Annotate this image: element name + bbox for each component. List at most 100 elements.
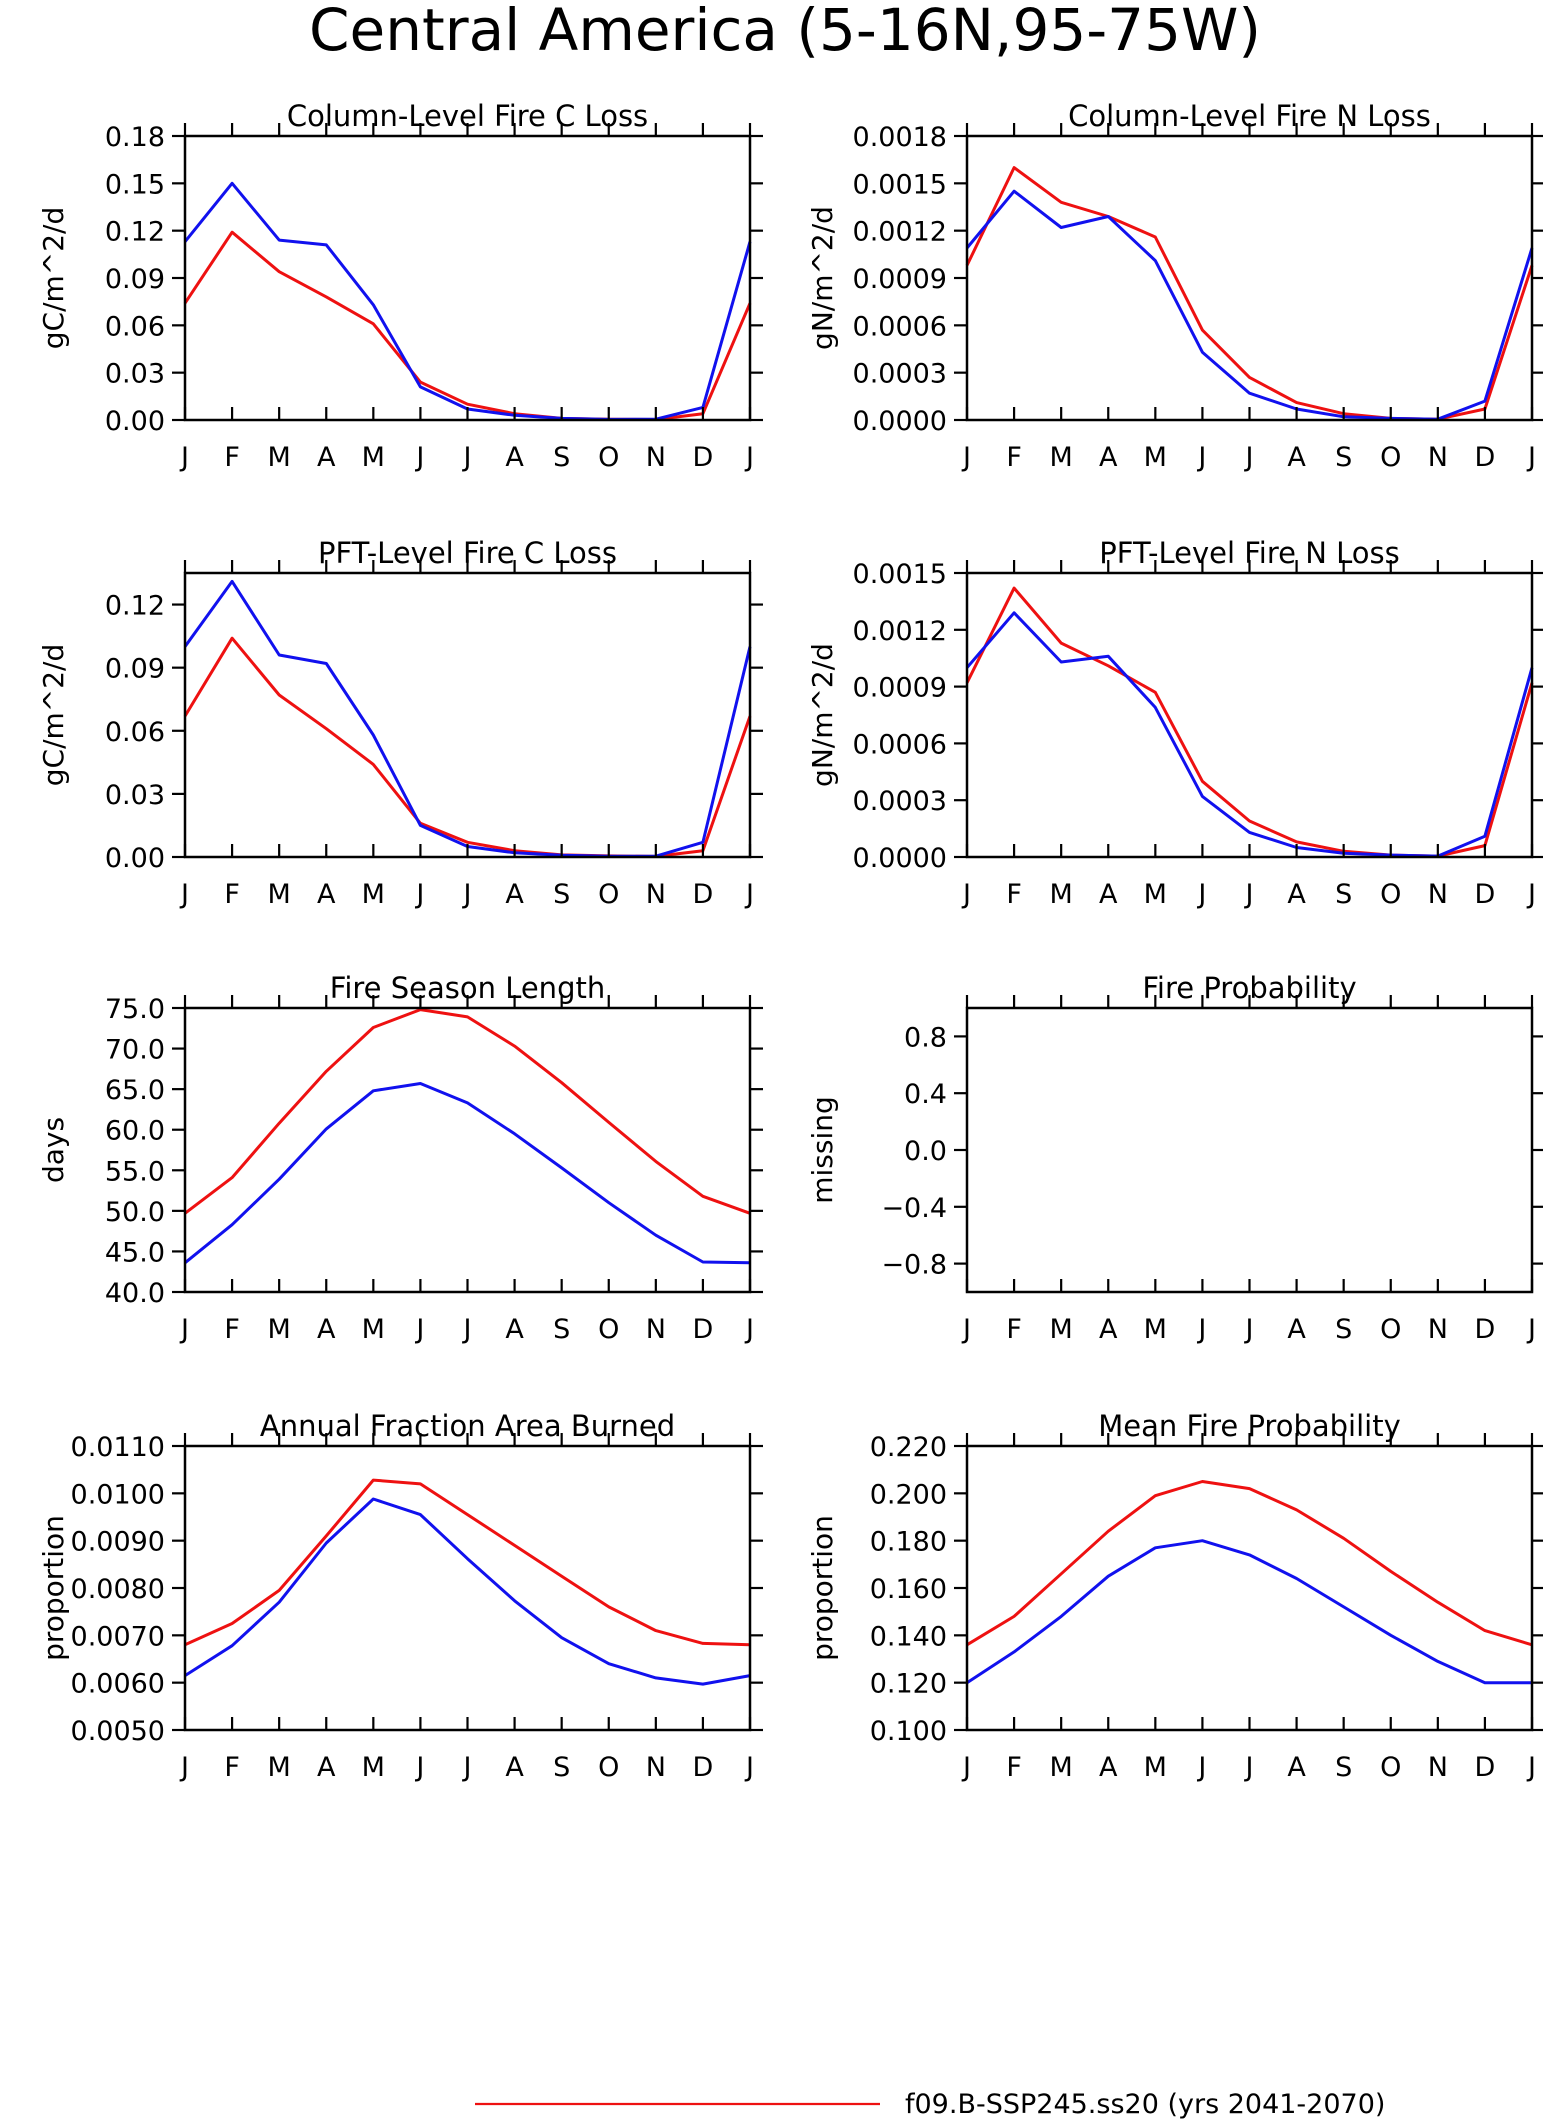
x-tick-label: N [646, 1314, 666, 1345]
x-tick-label: M [1144, 442, 1167, 473]
x-tick-label: O [1380, 879, 1401, 910]
y-tick-label: 0.0006 [853, 729, 947, 760]
y-tick-label: 0.0 [904, 1136, 947, 1167]
y-tick-label: 0.0090 [71, 1527, 165, 1558]
y-axis-label: proportion [806, 1515, 839, 1661]
x-tick-label: J [1244, 1314, 1254, 1345]
x-tick-label: M [362, 1752, 385, 1783]
y-tick-label: 0.160 [870, 1574, 947, 1605]
x-tick-label: F [224, 1752, 240, 1783]
x-tick-label: A [1099, 1314, 1118, 1345]
x-tick-label: J [1526, 1314, 1536, 1345]
x-tick-label: A [1099, 442, 1118, 473]
x-tick-label: D [693, 1752, 714, 1783]
x-tick-label: J [179, 879, 189, 910]
x-tick-label: A [1287, 1752, 1306, 1783]
x-tick-label: S [1335, 1752, 1352, 1783]
y-tick-label: 0.00 [105, 406, 165, 437]
x-tick-label: J [1526, 879, 1536, 910]
x-tick-label: A [1287, 442, 1306, 473]
y-tick-label: 0.120 [870, 1669, 947, 1700]
x-tick-label: S [1335, 879, 1352, 910]
y-tick-label: 0.200 [870, 1479, 947, 1510]
series-line-blue [183, 579, 752, 858]
x-tick-label: S [553, 442, 570, 473]
y-axis-label: gC/m^2/d [37, 644, 70, 787]
y-tick-label: 0.4 [904, 1079, 947, 1110]
x-tick-label: M [1050, 1752, 1073, 1783]
x-tick-label: N [646, 442, 666, 473]
x-tick-label: J [462, 1314, 472, 1345]
x-tick-label: J [961, 442, 971, 473]
y-tick-label: 0.0110 [71, 1432, 165, 1463]
series-line-blue [965, 189, 1534, 421]
y-axis-label: missing [806, 1096, 839, 1204]
x-tick-label: M [268, 1752, 291, 1783]
x-tick-label: M [1050, 442, 1073, 473]
y-tick-label: 0.0006 [853, 311, 947, 342]
x-tick-label: A [1287, 1314, 1306, 1345]
y-tick-label: 0.06 [105, 311, 165, 342]
x-tick-label: N [1428, 1314, 1448, 1345]
x-tick-label: M [1050, 879, 1073, 910]
x-tick-label: D [1475, 879, 1496, 910]
x-tick-label: M [1144, 1314, 1167, 1345]
y-tick-label: 0.00 [105, 843, 165, 874]
y-tick-label: 60.0 [105, 1116, 165, 1147]
x-tick-label: J [744, 879, 754, 910]
x-tick-label: O [598, 1314, 619, 1345]
x-tick-label: A [1099, 879, 1118, 910]
series-line-blue [966, 1539, 1532, 1685]
plot-frame [183, 1006, 752, 1294]
x-tick-label: J [961, 1752, 971, 1783]
x-tick-label: J [414, 1752, 424, 1783]
series-line-blue [184, 1497, 751, 1686]
plot-frame [183, 571, 752, 859]
x-tick-label: J [744, 1752, 754, 1783]
x-tick-label: A [505, 1752, 524, 1783]
figure-title: Central America (5-16N,95-75W) [309, 0, 1261, 64]
x-tick-label: J [414, 1314, 424, 1345]
x-tick-label: F [1006, 879, 1022, 910]
x-tick-label: A [505, 879, 524, 910]
y-tick-label: 0.0080 [71, 1574, 165, 1605]
x-tick-label: A [317, 1752, 336, 1783]
x-tick-label: N [646, 1752, 666, 1783]
x-tick-label: J [462, 442, 472, 473]
x-tick-label: M [362, 879, 385, 910]
series-line-blue [183, 181, 752, 421]
x-tick-label: O [598, 442, 619, 473]
x-tick-label: J [1244, 442, 1254, 473]
x-tick-label: S [1335, 1314, 1352, 1345]
x-tick-label: J [961, 1314, 971, 1345]
y-tick-label: 50.0 [105, 1197, 165, 1228]
y-axis-label: days [37, 1117, 70, 1183]
series-line-red [965, 166, 1534, 421]
series-line-blue [184, 1082, 751, 1265]
x-tick-label: A [317, 442, 336, 473]
x-tick-label: J [1196, 879, 1206, 910]
x-tick-label: S [553, 879, 570, 910]
y-tick-label: 70.0 [105, 1035, 165, 1066]
x-tick-label: M [362, 1314, 385, 1345]
y-axis-label: gN/m^2/d [806, 643, 839, 787]
x-tick-label: O [1380, 442, 1401, 473]
y-tick-label: 0.0003 [853, 359, 947, 390]
x-tick-label: M [268, 1314, 291, 1345]
y-tick-label: 0.12 [105, 591, 165, 622]
x-tick-label: N [1428, 1752, 1448, 1783]
x-tick-label: M [1144, 879, 1167, 910]
x-tick-label: M [1144, 1752, 1167, 1783]
x-tick-label: A [317, 879, 336, 910]
y-tick-label: 0.03 [105, 780, 165, 811]
x-tick-label: J [1244, 1752, 1254, 1783]
x-tick-label: N [1428, 879, 1448, 910]
y-tick-label: 0.0012 [853, 616, 947, 647]
y-tick-label: 0.0060 [71, 1669, 165, 1700]
x-tick-label: J [414, 879, 424, 910]
x-tick-label: A [505, 1314, 524, 1345]
x-tick-label: A [1287, 879, 1306, 910]
